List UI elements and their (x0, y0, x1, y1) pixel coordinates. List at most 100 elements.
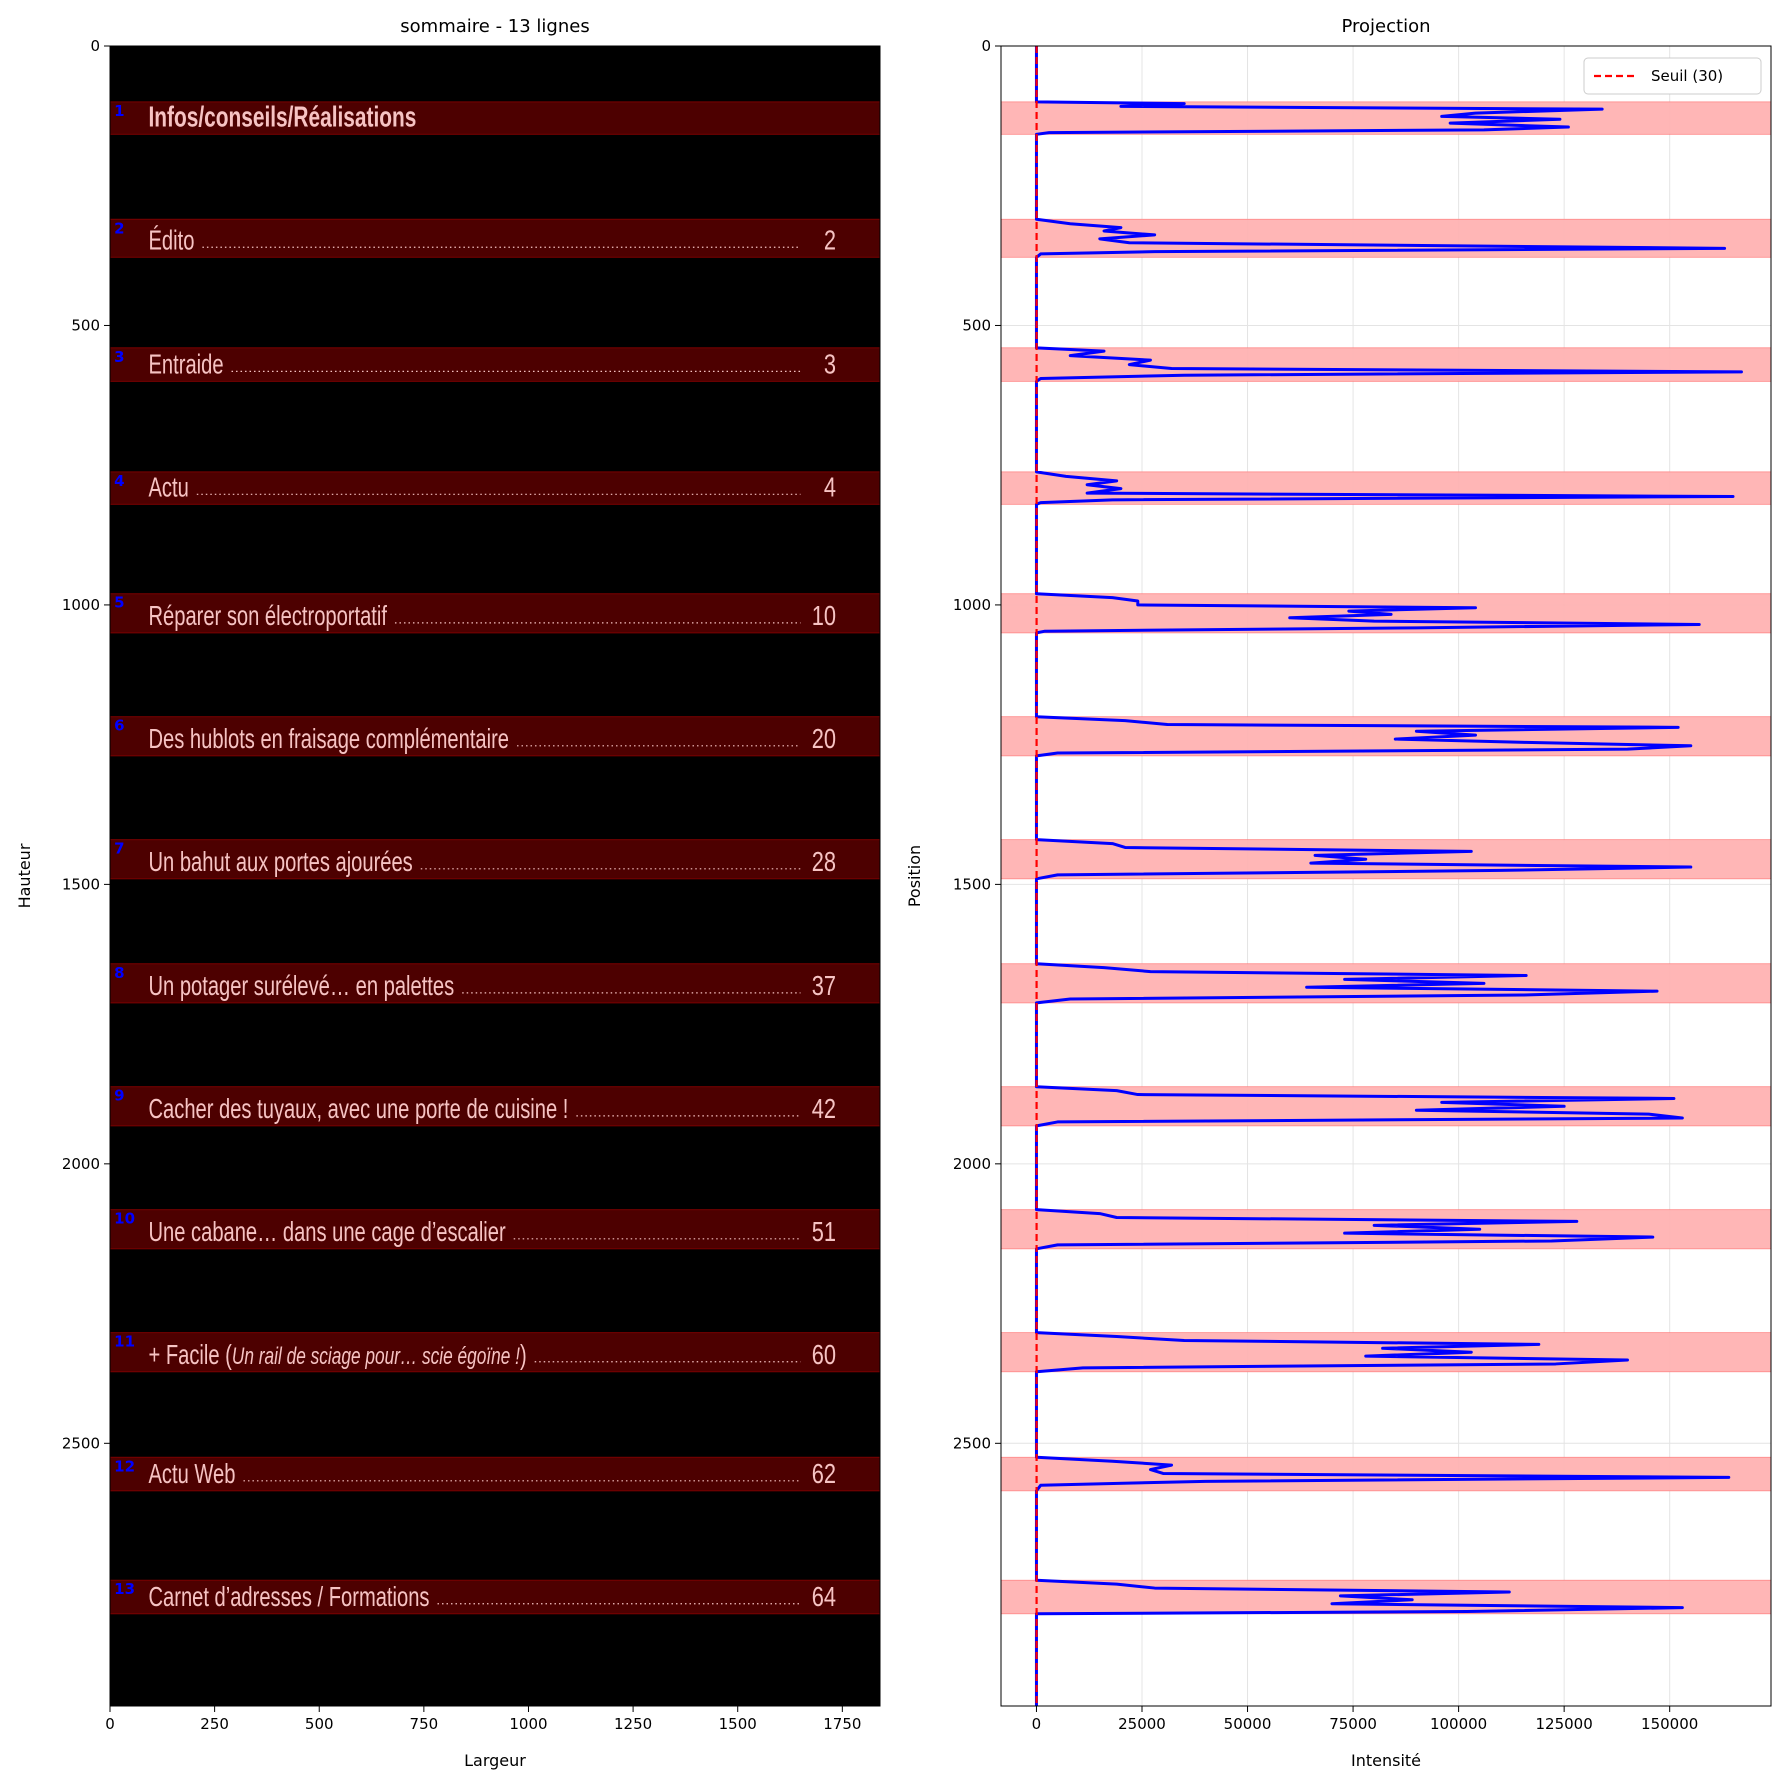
y-tick-label: 500 (962, 316, 991, 334)
y-tick-label: 1500 (953, 875, 991, 893)
toc-line-1: 1 Infos/conseils/Réalisations (109, 101, 881, 135)
y-tick-label: 500 (71, 316, 100, 334)
line-title: Un potager surélevé… en palettes (149, 971, 455, 1002)
line-number: 3 (114, 348, 124, 366)
x-tick-label: 1750 (823, 1715, 861, 1733)
line-title: Des hublots en fraisage complémentaire (149, 724, 510, 755)
toc-line-8: 8 Un potager surélevé… en palettes 37 (109, 963, 881, 1004)
toc-line-13: 13 Carnet d’adresses / Formations 64 (109, 1579, 881, 1615)
left-x-axis-label: Largeur (464, 1751, 526, 1770)
line-number: 2 (114, 219, 124, 237)
page-number: 20 (812, 723, 836, 754)
line-band (109, 218, 881, 258)
right-chart-title: Projection (1341, 16, 1430, 37)
toc-line-3: 3 Entraide 3 (109, 347, 881, 382)
x-tick-label: 500 (305, 1715, 334, 1733)
line-number: 4 (114, 472, 124, 490)
page-number: 37 (812, 970, 836, 1001)
line-title: Réparer son électroportatif (149, 601, 388, 632)
page-number: 42 (812, 1093, 836, 1124)
line-title: Cacher des tuyaux, avec une porte de cui… (149, 1094, 569, 1125)
line-band (109, 101, 881, 135)
x-tick-label: 50000 (1224, 1715, 1272, 1733)
line-band (109, 347, 881, 382)
x-tick-label: 1250 (614, 1715, 652, 1733)
y-tick-label: 1000 (62, 596, 100, 614)
page-number: 4 (824, 472, 836, 503)
line-title: Entraide (149, 349, 224, 380)
line-title: Un bahut aux portes ajourées (149, 847, 413, 878)
left-chart-title: sommaire - 13 lignes (400, 16, 589, 37)
line-number: 6 (114, 717, 124, 735)
toc-line-11: 11 + Facile (Un rail de sciage pour… scie… (109, 1332, 881, 1373)
left-axes-frame (109, 45, 881, 1707)
line-number: 12 (114, 1457, 135, 1475)
line-title: Une cabane… dans une cage d’escalier (149, 1217, 506, 1248)
toc-line-2: 2 Édito 2 (109, 218, 881, 258)
x-tick-label: 750 (410, 1715, 439, 1733)
toc-line-5: 5 Réparer son électroportatif 10 (109, 593, 881, 634)
line-title: Carnet d’adresses / Formations (149, 1582, 430, 1613)
x-tick-label: 1000 (509, 1715, 547, 1733)
page-number: 3 (824, 349, 836, 380)
line-band (109, 1579, 881, 1615)
x-tick-label: 125000 (1536, 1715, 1593, 1733)
y-tick-label: 2000 (953, 1155, 991, 1173)
line-title: Actu Web (149, 1459, 236, 1490)
page-number: 2 (824, 225, 836, 256)
page-number: 60 (812, 1339, 836, 1370)
line-band (109, 1209, 881, 1250)
line-band (109, 471, 881, 505)
toc-line-6: 6 Des hublots en fraisage complémentaire 2… (109, 716, 881, 757)
y-tick-label: 2000 (62, 1155, 100, 1173)
line-number: 5 (114, 594, 124, 612)
left-y-axis-label: Hauteur (15, 843, 34, 908)
line-number: 7 (114, 840, 124, 858)
line-band (109, 1086, 881, 1127)
line-number: 13 (114, 1580, 135, 1598)
line-title: Infos/conseils/Réalisations (149, 101, 417, 133)
page-number: 64 (812, 1581, 836, 1612)
line-number: 1 (114, 102, 124, 120)
line-title: Actu (149, 472, 189, 503)
page-number: 62 (812, 1458, 836, 1489)
toc-line-12: 12 Actu Web 62 (109, 1456, 881, 1492)
toc-line-10: 10 Une cabane… dans une cage d’escalier 51 (109, 1209, 881, 1250)
legend-box (1583, 57, 1762, 95)
right-axes-frame (1000, 45, 1772, 1707)
line-number: 10 (114, 1210, 135, 1228)
y-tick-label: 0 (981, 37, 991, 55)
y-tick-label: 1500 (62, 875, 100, 893)
y-tick-label: 2500 (62, 1434, 100, 1452)
y-tick-label: 2500 (953, 1434, 991, 1452)
x-tick-label: 250 (200, 1715, 229, 1733)
page-number: 28 (812, 846, 836, 877)
line-band (109, 963, 881, 1004)
toc-line-7: 7 Un bahut aux portes ajourées 28 (109, 839, 881, 880)
y-tick-label: 1000 (953, 596, 991, 614)
right-x-axis-label: Intensité (1351, 1751, 1421, 1770)
line-number: 9 (114, 1087, 124, 1105)
toc-line-9: 9 Cacher des tuyaux, avec une porte de cu… (109, 1086, 881, 1127)
legend: Seuil (30) (1583, 57, 1762, 95)
x-tick-label: 0 (1032, 1715, 1042, 1733)
line-number: 11 (114, 1333, 135, 1351)
line-number: 8 (114, 964, 124, 982)
page-number: 10 (812, 600, 836, 631)
x-tick-label: 100000 (1430, 1715, 1487, 1733)
right-y-axis-label: Position (905, 845, 924, 907)
page-number: 51 (812, 1216, 836, 1247)
toc-line-4: 4 Actu 4 (109, 471, 881, 505)
x-tick-label: 0 (105, 1715, 115, 1733)
legend-threshold-label: Seuil (30) (1651, 67, 1723, 85)
line-band (109, 1456, 881, 1492)
x-tick-label: 75000 (1329, 1715, 1377, 1733)
y-tick-label: 0 (90, 37, 100, 55)
x-tick-label: 150000 (1641, 1715, 1698, 1733)
x-tick-label: 1500 (719, 1715, 757, 1733)
line-title: + Facile (Un rail de sciage pour… scie é… (149, 1340, 527, 1371)
line-band (109, 593, 881, 634)
line-title: Édito (149, 225, 195, 256)
x-tick-label: 25000 (1118, 1715, 1166, 1733)
